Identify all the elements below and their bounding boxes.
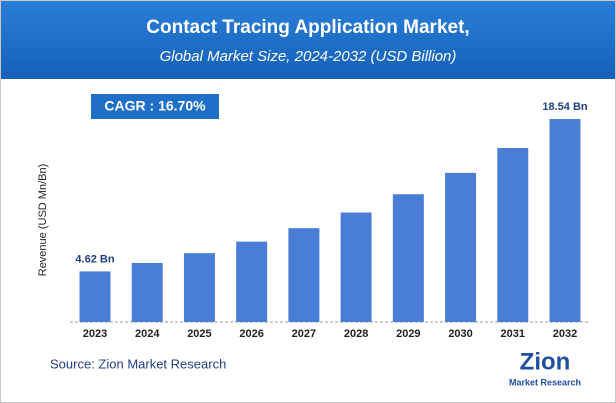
logo-name: Zion (520, 348, 571, 375)
cagr-box (91, 94, 219, 119)
logo-tagline: Market Research (509, 377, 581, 387)
bar (79, 271, 111, 322)
y-axis-label: Revenue (USD Mn/Bn) (37, 164, 49, 277)
header (1, 1, 615, 79)
x-tick-label: 2032 (553, 328, 577, 340)
x-tick-label: 2028 (344, 328, 368, 340)
bar (340, 212, 372, 322)
x-tick-label: 2024 (135, 328, 160, 340)
bar (236, 241, 268, 322)
bar (549, 119, 581, 322)
data-label: 18.54 Bn (542, 101, 588, 113)
x-tick-label: 2023 (83, 328, 107, 340)
chart-title: Contact Tracing Application Market, (146, 17, 469, 38)
bar (392, 194, 424, 322)
bar (445, 172, 477, 322)
bar (183, 253, 215, 322)
x-tick-label: 2027 (292, 328, 316, 340)
chart-subtitle: Global Market Size, 2024-2032 (USD Billi… (160, 48, 457, 65)
data-label: 4.62 Bn (75, 253, 114, 265)
source: Source: Zion Market Research (50, 356, 226, 371)
x-tick-label: 2030 (448, 328, 472, 340)
bar (497, 148, 529, 322)
x-tick-label: 2025 (187, 328, 211, 340)
x-tick-label: 2029 (396, 328, 420, 340)
x-tick-label: 2026 (239, 328, 263, 340)
bar (288, 228, 320, 322)
cagr-label: CAGR : 16.70% (104, 98, 206, 114)
bar (131, 262, 163, 322)
x-tick-label: 2031 (501, 328, 525, 340)
